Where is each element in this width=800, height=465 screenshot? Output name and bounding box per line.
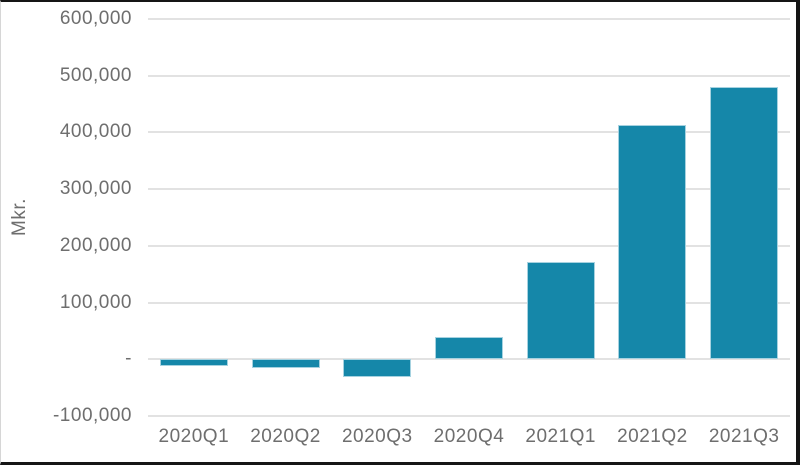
- y-axis-tick-label: 200,000: [59, 234, 132, 256]
- gridline: [148, 301, 790, 304]
- y-axis-tick-label: 400,000: [59, 121, 132, 143]
- gridline: [148, 131, 790, 134]
- x-axis-tick-label: 2020Q3: [341, 426, 413, 447]
- x-axis-tick-label: 2020Q1: [158, 426, 230, 447]
- y-axis-tick-label: 600,000: [59, 8, 132, 29]
- gridline: [148, 74, 790, 77]
- gridline: [148, 415, 790, 417]
- y-axis-title: Mkr.: [9, 198, 30, 236]
- bar-2020q3: [343, 359, 412, 378]
- bar-2021q1: [526, 261, 595, 360]
- x-axis-tick-label: 2021Q1: [525, 426, 596, 447]
- y-axis-tick-label: 100,000: [59, 291, 132, 313]
- x-axis-tick-label: 2020Q4: [433, 426, 505, 447]
- x-axis-tick-label: 2021Q3: [708, 426, 780, 447]
- x-axis-tick-label: 2021Q2: [617, 426, 688, 447]
- bar-2020q2: [251, 359, 320, 369]
- x-axis-tick-label: 2020Q2: [250, 426, 321, 447]
- y-axis-tick-label: -100,000: [52, 405, 132, 426]
- gridline: [148, 244, 790, 247]
- bar-2020q4: [435, 337, 503, 360]
- bar-2021q3: [710, 87, 779, 360]
- y-axis-tick-label: -: [125, 348, 132, 370]
- gridline: [148, 188, 790, 191]
- gridline: [148, 18, 790, 20]
- gridline: [148, 358, 790, 361]
- bar-2021q2: [618, 125, 687, 360]
- y-axis-tick-label: 500,000: [59, 64, 132, 86]
- y-axis-tick-label: 300,000: [59, 178, 132, 200]
- bar-2020q1: [159, 359, 228, 367]
